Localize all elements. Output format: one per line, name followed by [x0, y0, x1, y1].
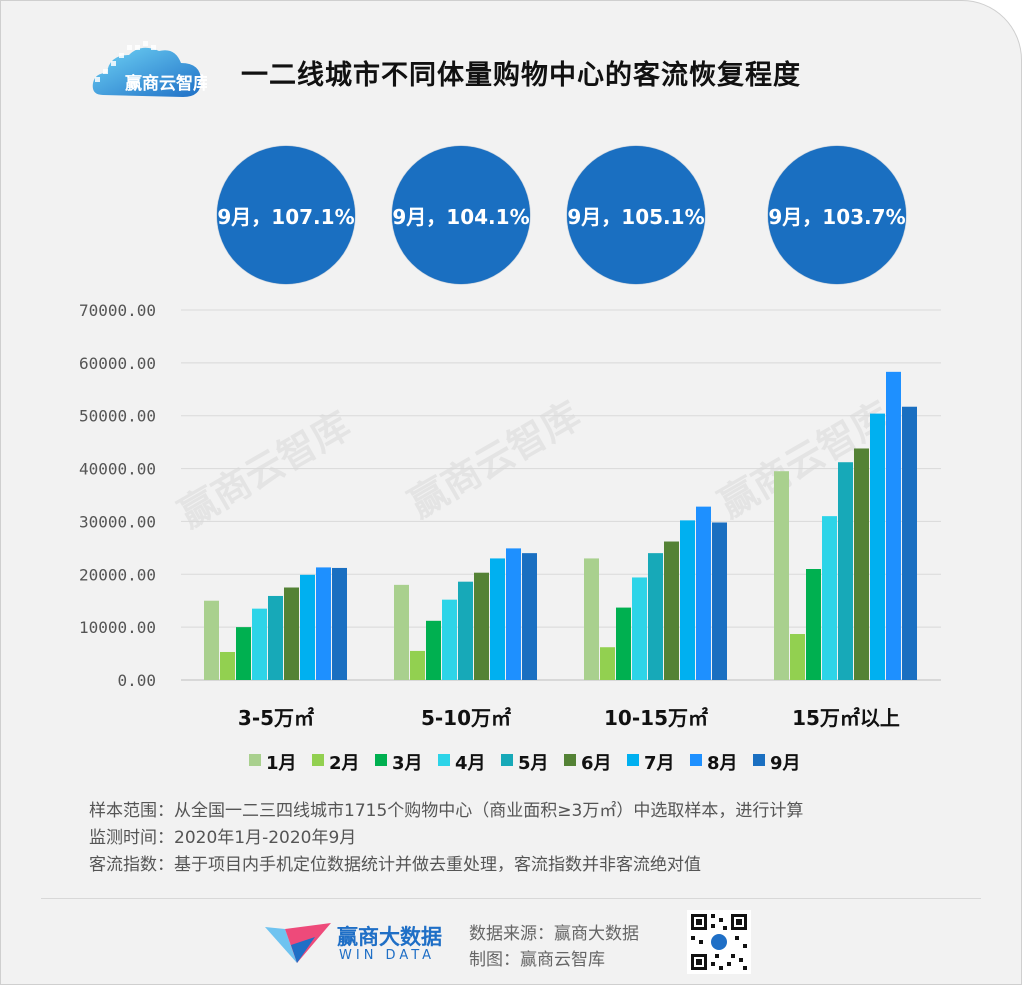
- x-category-label: 10-15万㎡: [604, 706, 708, 730]
- bar: [268, 595, 283, 680]
- bar: [426, 620, 441, 680]
- qr-code-icon: [687, 910, 751, 974]
- credits: 数据来源：赢商大数据 制图：赢商云智库: [469, 921, 639, 973]
- brand-english: WIN DATA: [339, 948, 436, 963]
- bar: [506, 548, 521, 680]
- legend-label: 1月: [266, 753, 297, 774]
- recovery-circle-3: 9月，105.1%: [567, 146, 705, 284]
- legend-label: 4月: [455, 753, 486, 774]
- legend-label: 7月: [644, 753, 675, 774]
- bar: [648, 553, 663, 680]
- bar: [854, 448, 869, 680]
- bar: [790, 634, 805, 680]
- recovery-circle-2: 9月，104.1%: [392, 146, 530, 284]
- bar: [616, 607, 631, 680]
- legend-label: 5月: [518, 753, 549, 774]
- note-monitor-period: 监测时间：2020年1月-2020年9月: [89, 828, 357, 848]
- y-tick-label: 0.00: [117, 671, 156, 690]
- bar: [838, 462, 853, 680]
- bar: [584, 558, 599, 680]
- bar: [522, 553, 537, 680]
- bar: [490, 558, 505, 680]
- windata-logo-icon: [265, 923, 331, 963]
- legend-swatch: [753, 754, 765, 766]
- y-tick-label: 60000.00: [79, 354, 156, 373]
- legend-label: 9月: [770, 753, 801, 774]
- bar: [332, 567, 347, 680]
- watermark-text: 赢商云智库: [711, 393, 898, 526]
- legend-swatch: [690, 754, 702, 766]
- bar: [774, 471, 789, 680]
- legend-label: 3月: [392, 753, 423, 774]
- recovery-circle-4: 9月，103.7%: [768, 146, 906, 284]
- legend-swatch: [375, 754, 387, 766]
- y-tick-label: 50000.00: [79, 407, 156, 426]
- y-tick-label: 10000.00: [79, 618, 156, 637]
- bar: [316, 567, 331, 680]
- cloud-logo-icon: 赢商云智库: [92, 41, 207, 97]
- data-source: 数据来源：赢商大数据: [469, 924, 639, 944]
- bar: [204, 600, 219, 680]
- bar: [284, 587, 299, 680]
- y-tick-label: 70000.00: [79, 301, 156, 320]
- bar: [822, 516, 837, 680]
- footer-divider: [41, 898, 981, 899]
- note-traffic-index: 客流指数：基于项目内手机定位数据统计并做去重处理，客流指数并非客流绝对值: [89, 855, 701, 875]
- bar: [664, 541, 679, 680]
- bar: [220, 651, 235, 680]
- x-category-label: 15万㎡以上: [792, 706, 900, 730]
- bar: [886, 371, 901, 680]
- bar: [902, 406, 917, 680]
- legend-label: 8月: [707, 753, 738, 774]
- bar: [870, 413, 885, 680]
- page-title: 一二线城市不同体量购物中心的客流恢复程度: [241, 60, 801, 91]
- x-category-label: 3-5万㎡: [238, 706, 314, 730]
- bar: [600, 647, 615, 680]
- legend-swatch: [501, 754, 513, 766]
- notes: 样本范围：从全国一二三四线城市1715个购物中心（商业面积≥3万㎡）中选取样本，…: [89, 798, 803, 879]
- recovery-circle-1: 9月，107.1%: [217, 146, 355, 284]
- legend-label: 6月: [581, 753, 612, 774]
- bar: [300, 574, 315, 680]
- chart-maker: 制图：赢商云智库: [469, 950, 605, 970]
- brand-name: 赢商大数据: [337, 925, 442, 949]
- watermark-text: 赢商云智库: [401, 393, 588, 526]
- y-tick-label: 40000.00: [79, 460, 156, 479]
- y-tick-label: 20000.00: [79, 565, 156, 584]
- legend-swatch: [312, 754, 324, 766]
- legend-swatch: [249, 754, 261, 766]
- bar: [696, 506, 711, 680]
- legend-swatch: [438, 754, 450, 766]
- bar: [712, 522, 727, 680]
- watermark-text: 赢商云智库: [171, 403, 358, 536]
- bar: [632, 577, 647, 680]
- bar: [458, 581, 473, 680]
- bar: [442, 599, 457, 680]
- legend-label: 2月: [329, 753, 360, 774]
- logo-text: 赢商云智库: [125, 73, 207, 94]
- bar: [806, 569, 821, 680]
- bar: [236, 627, 251, 680]
- x-category-label: 5-10万㎡: [421, 706, 511, 730]
- legend-swatch: [627, 754, 639, 766]
- bar: [474, 572, 489, 680]
- y-tick-label: 30000.00: [79, 512, 156, 531]
- bar: [252, 608, 267, 680]
- bar: [410, 650, 425, 680]
- bar: [680, 520, 695, 680]
- bar: [394, 584, 409, 680]
- legend-swatch: [564, 754, 576, 766]
- note-sample-range: 样本范围：从全国一二三四线城市1715个购物中心（商业面积≥3万㎡）中选取样本，…: [89, 801, 804, 821]
